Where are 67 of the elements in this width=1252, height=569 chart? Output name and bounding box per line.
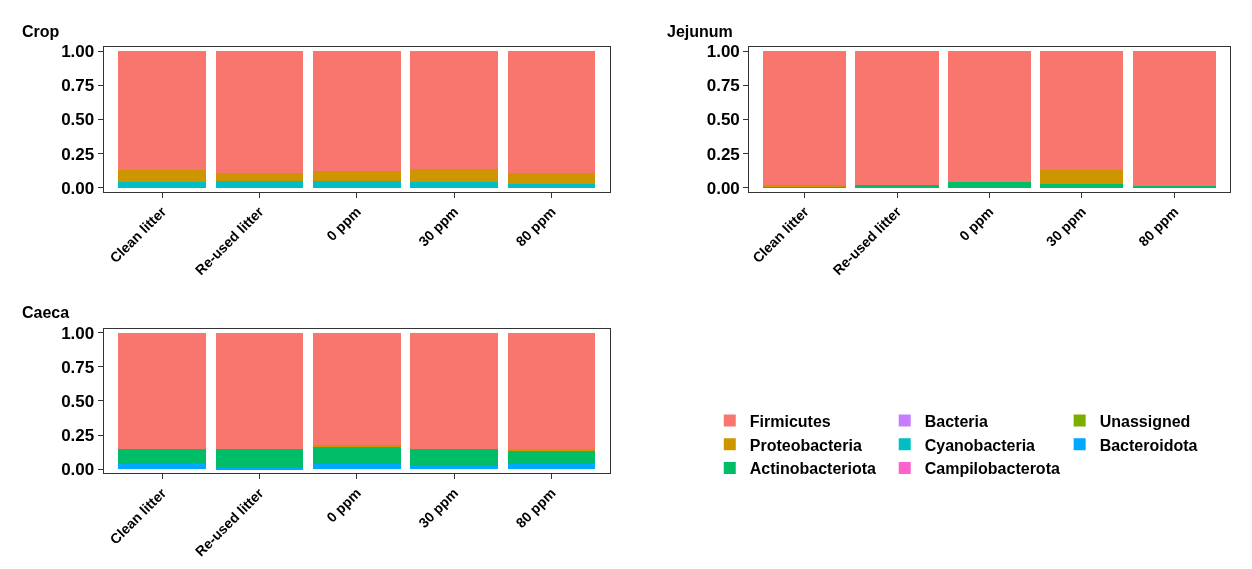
- bar: [410, 466, 498, 470]
- bar: [215, 172, 304, 181]
- y-tick-label: 0.75: [706, 76, 740, 96]
- bar: [763, 51, 847, 186]
- bar: [947, 51, 1032, 183]
- bar: [947, 182, 1032, 188]
- bar: [118, 51, 206, 171]
- y-tick-label: 1.00: [61, 42, 95, 62]
- bar: [215, 51, 304, 173]
- bar: [1132, 186, 1216, 189]
- bar: [507, 448, 596, 451]
- y-tick-label: 0.25: [61, 426, 95, 445]
- bar: [855, 185, 939, 188]
- y-tick-label: 0.50: [61, 110, 95, 130]
- y-tick-label: 1.00: [61, 323, 95, 343]
- legend-label: Unassigned: [1099, 412, 1191, 430]
- bar: [410, 182, 498, 188]
- y-tick-label: 0.50: [61, 391, 95, 411]
- bar: [312, 447, 401, 464]
- legend-label: Bacteria: [924, 412, 988, 430]
- legend-label: Campilobacterota: [924, 460, 1060, 478]
- bar: [312, 180, 401, 188]
- bar: [507, 450, 596, 464]
- legend-label: Firmicutes: [749, 412, 831, 430]
- y-tick-label: 0.25: [706, 144, 740, 164]
- bar: [507, 463, 596, 470]
- bar: [1040, 183, 1124, 188]
- chart-title: Crop: [22, 23, 60, 40]
- bar: [410, 332, 498, 449]
- y-tick-label: 0.00: [61, 178, 95, 198]
- y-tick-label: 0.00: [61, 460, 95, 480]
- bar: [410, 168, 498, 183]
- legend-label: Cyanobacteria: [924, 436, 1036, 454]
- legend-label: Proteobacteria: [749, 436, 862, 454]
- bar: [312, 171, 401, 181]
- bar: [215, 448, 304, 468]
- bar: [215, 332, 304, 449]
- bar: [410, 51, 498, 169]
- bar: [410, 448, 498, 467]
- y-tick-label: 0.00: [706, 178, 740, 198]
- bar: [118, 448, 206, 464]
- bar: [312, 463, 401, 470]
- bar: [215, 467, 304, 470]
- bar: [1132, 51, 1216, 187]
- chart-title: Jejunum: [667, 23, 733, 40]
- bar: [118, 182, 206, 188]
- bar: [855, 51, 939, 186]
- legend-label: Actinobacteriota: [749, 460, 877, 478]
- bar: [1040, 51, 1124, 171]
- chart-title: Caeca: [22, 304, 70, 321]
- bar: [215, 180, 304, 188]
- bar: [312, 51, 401, 172]
- bar: [507, 332, 596, 449]
- y-tick-label: 1.00: [706, 42, 740, 62]
- bar: [507, 51, 596, 173]
- bar: [1040, 170, 1124, 184]
- legend-label: Bacteroidota: [1099, 436, 1198, 454]
- y-tick-label: 0.75: [61, 357, 95, 377]
- bar: [118, 170, 206, 183]
- bar: [118, 463, 206, 470]
- bar: [312, 332, 401, 445]
- y-tick-label: 0.25: [61, 144, 95, 164]
- bar: [507, 183, 596, 188]
- bar: [507, 172, 596, 184]
- bar: [118, 332, 206, 449]
- y-tick-label: 0.50: [706, 110, 740, 130]
- y-tick-label: 0.75: [61, 76, 95, 96]
